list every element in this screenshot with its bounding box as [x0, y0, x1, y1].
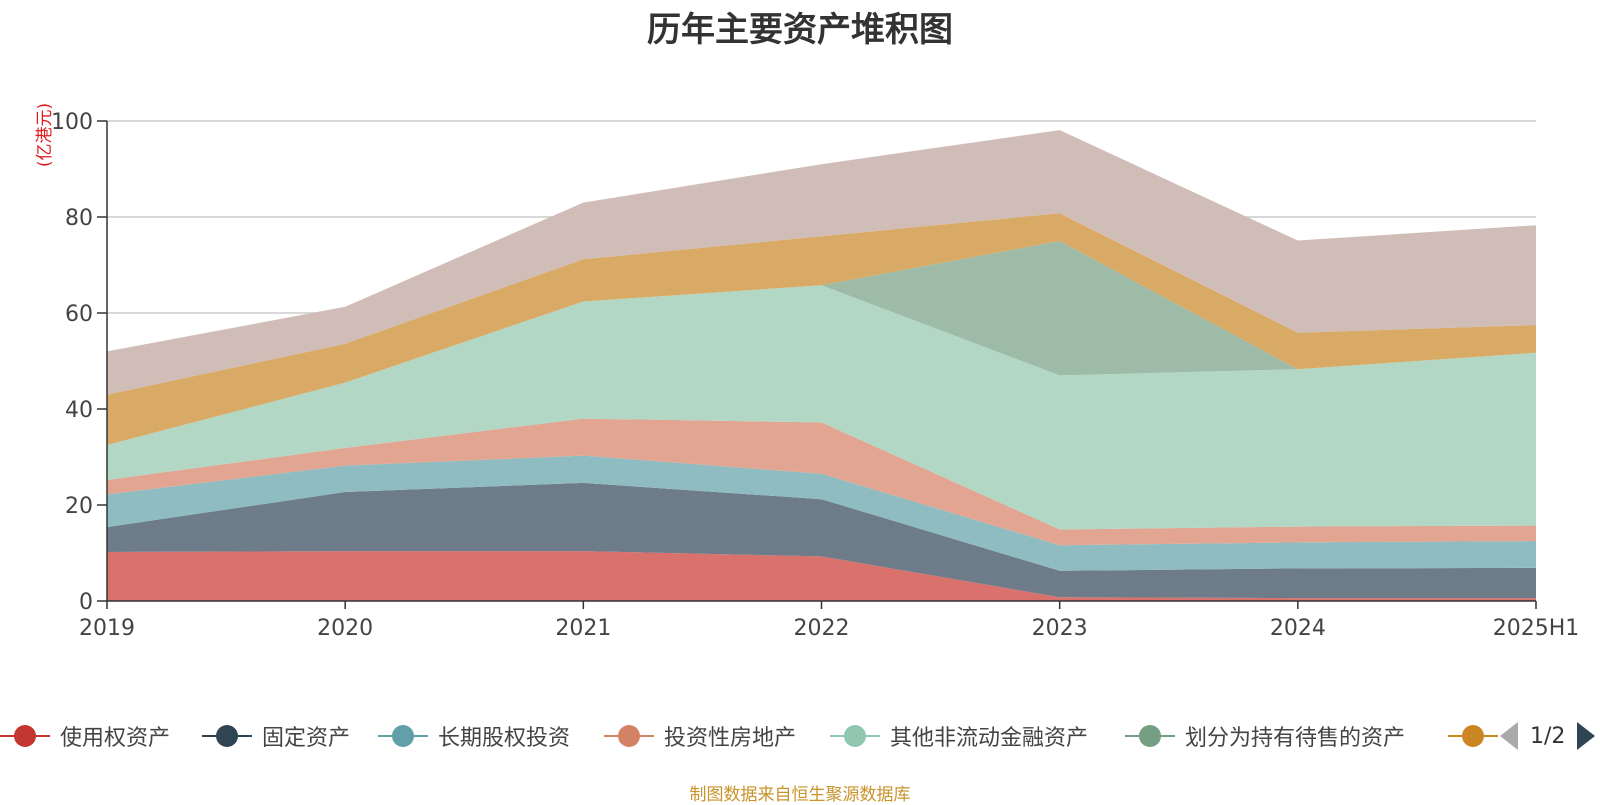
legend-marker-icon: [1125, 721, 1175, 751]
legend-label: 使用权资产: [60, 726, 171, 751]
legend-label: 长期股权投资: [438, 726, 571, 751]
legend-item[interactable]: [1448, 712, 1498, 760]
axes: 0 20 40 60 80 100 2019 2020 2021 2022 2023 2024 2025…: [51, 110, 1579, 641]
x-tick-label: 2022: [794, 616, 850, 641]
legend-item[interactable]: 长期股权投资: [378, 712, 570, 760]
x-tick-label: 2019: [79, 616, 135, 641]
y-tick-label: 20: [65, 494, 93, 519]
area-series-group: [107, 130, 1536, 601]
legend-prev-page-icon[interactable]: [1500, 722, 1518, 750]
legend-label: 固定资产: [262, 726, 351, 751]
area-series-2[interactable]: [107, 482, 1536, 599]
legend-item[interactable]: 其他非流动金融资产: [830, 712, 1088, 760]
legend-marker-icon: [604, 721, 654, 751]
legend-marker-icon: [830, 721, 880, 751]
chart-title: 历年主要资产堆积图: [647, 10, 953, 50]
legend-page-indicator: 1/2: [1530, 723, 1566, 749]
x-tick-label: 2024: [1270, 616, 1326, 641]
legend-item[interactable]: 划分为持有待售的资产: [1125, 712, 1405, 760]
legend-marker-icon: [0, 721, 50, 751]
legend-label: 划分为持有待售的资产: [1185, 726, 1406, 751]
area-series-4[interactable]: [107, 418, 1536, 546]
legend-item[interactable]: 固定资产: [202, 712, 350, 760]
legend-label: 其他非流动金融资产: [890, 726, 1089, 751]
legend-pager: 1/2: [1500, 712, 1596, 760]
area-series-5[interactable]: [107, 285, 1536, 530]
y-tick-label: 80: [65, 206, 93, 231]
area-series-8[interactable]: [107, 130, 1536, 395]
x-tick-label: 2021: [555, 616, 611, 641]
legend-marker-icon: [378, 721, 428, 751]
x-tick-label: 2023: [1032, 616, 1088, 641]
y-tick-label: 60: [65, 302, 93, 327]
legend: 使用权资产 固定资产 长期股权投资 投资性房地产 其他非流动金融资产 划分为持有待售的资产: [0, 712, 1600, 760]
legend-next-page-icon[interactable]: [1577, 722, 1596, 750]
x-tick-label: 2025H1: [1493, 616, 1580, 641]
y-tick-label: 100: [51, 110, 93, 135]
area-series-3[interactable]: [107, 455, 1536, 571]
y-axis-unit-label: (亿港元): [35, 103, 55, 167]
legend-label: 投资性房地产: [664, 726, 797, 751]
legend-item[interactable]: 使用权资产: [0, 712, 170, 760]
y-tick-label: 40: [65, 398, 93, 423]
area-series-1[interactable]: [107, 551, 1536, 601]
legend-marker-icon: [202, 721, 252, 751]
area-series-7[interactable]: [107, 213, 1536, 445]
data-source-note: 制图数据来自恒生聚源数据库: [689, 785, 911, 805]
x-tick-label: 2020: [317, 616, 373, 641]
legend-marker-icon: [1448, 721, 1498, 751]
y-tick-label: 0: [79, 590, 93, 615]
legend-item[interactable]: 投资性房地产: [604, 712, 796, 760]
